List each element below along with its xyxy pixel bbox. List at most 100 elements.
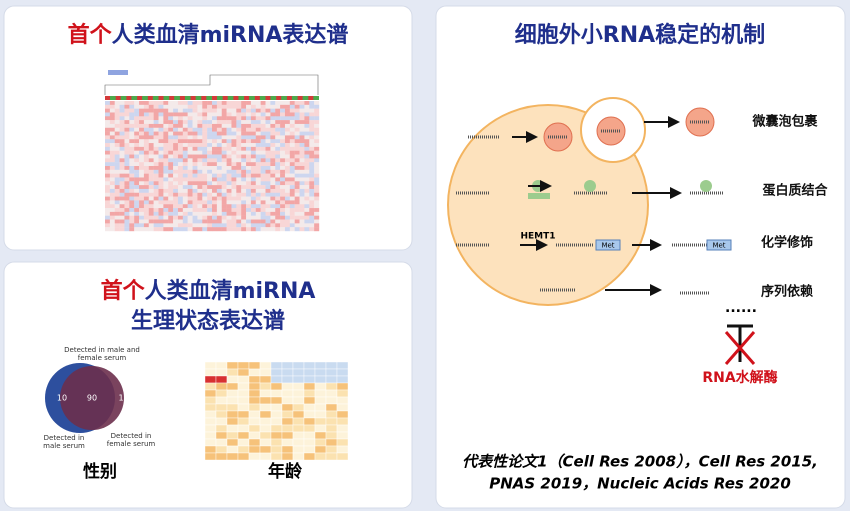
- heatmap-cell: [134, 185, 140, 190]
- heatmap-cell: [236, 185, 242, 190]
- heatmap-cell: [216, 154, 222, 159]
- heatmap-cell: [325, 452, 338, 461]
- heatmap-cell: [212, 166, 218, 171]
- heatmap-cell: [124, 223, 130, 228]
- heatmap-cell: [153, 139, 159, 144]
- heatmap-cell: [143, 135, 149, 140]
- heatmap-cell: [129, 188, 135, 193]
- heatmap-cell: [119, 177, 125, 182]
- heatmap-cell: [250, 108, 256, 113]
- heatmap-cell: [158, 227, 164, 232]
- heatmap-cell: [158, 146, 164, 151]
- heatmap: [204, 361, 349, 461]
- heatmap-cell: [325, 424, 338, 433]
- heatmap-cell: [265, 143, 271, 148]
- heatmap-cell: [289, 188, 295, 193]
- heatmap-cell: [270, 162, 276, 167]
- heatmap-cell: [202, 104, 208, 109]
- heatmap-cell: [177, 208, 184, 213]
- heatmap-cell: [129, 185, 135, 190]
- heatmap-cell: [280, 219, 286, 224]
- heatmap-cell: [280, 154, 286, 159]
- heatmap-cell: [236, 150, 242, 155]
- heatmap-cell: [207, 185, 213, 190]
- heatmap-cell: [275, 123, 281, 128]
- heatmap-cell: [241, 131, 247, 136]
- heatmap-cell: [173, 112, 179, 117]
- heatmap-cell: [292, 389, 305, 398]
- heatmap-cell: [284, 120, 291, 125]
- heatmap-cell: [304, 120, 310, 125]
- heatmap-cell: [177, 150, 184, 155]
- heatmap-cell: [114, 135, 120, 140]
- heatmap-cell: [119, 112, 125, 117]
- heatmap-cell: [226, 185, 232, 190]
- heatmap-cell: [158, 204, 164, 209]
- heatmap-cell: [207, 181, 213, 186]
- heatmap-cell: [207, 150, 213, 155]
- heatmap-cell: [325, 361, 338, 370]
- heatmap-cell: [309, 116, 315, 121]
- heatmap-cell: [241, 169, 247, 174]
- heatmap-cell: [153, 208, 159, 213]
- heatmap-cell: [226, 204, 232, 209]
- heatmap-cell: [309, 131, 315, 136]
- heatmap-cell: [143, 166, 149, 171]
- heatmap-cell: [105, 192, 111, 197]
- heatmap-cell: [284, 219, 291, 224]
- heatmap-cell: [226, 368, 239, 377]
- heatmap-cell: [236, 227, 242, 232]
- heatmap-cell: [309, 112, 315, 117]
- heatmap-cell: [270, 123, 276, 128]
- heatmap-cell: [250, 120, 256, 125]
- heatmap-cell: [109, 143, 115, 148]
- heatmap-cell: [182, 146, 188, 151]
- heatmap-cell: [207, 146, 213, 151]
- heatmap-cell: [168, 177, 174, 182]
- heatmap-cell: [246, 166, 252, 171]
- heatmap-cell: [143, 169, 149, 174]
- heatmap-cell: [325, 396, 338, 405]
- heatmap-cell: [153, 177, 159, 182]
- heatmap-cell: [182, 181, 188, 186]
- heatmap-cell: [119, 143, 125, 148]
- heatmap-cell: [173, 211, 179, 216]
- heatmap-cell: [284, 200, 291, 205]
- heatmap-cell: [236, 204, 242, 209]
- heatmap-header: [147, 96, 153, 100]
- heatmap-cell: [250, 162, 256, 167]
- heatmap-cell: [168, 108, 174, 113]
- heatmap-cell: [309, 227, 315, 232]
- heatmap-cell: [280, 211, 286, 216]
- heatmap-cell: [237, 417, 250, 426]
- heatmap-cell: [248, 417, 261, 426]
- heatmap-cell: [109, 154, 115, 159]
- heatmap-cell: [114, 131, 120, 136]
- heatmap-cell: [270, 112, 276, 117]
- dendrogram: [104, 74, 319, 95]
- heatmap-cell: [226, 223, 232, 228]
- heatmap-cell: [119, 120, 125, 125]
- heatmap-cell: [284, 127, 291, 132]
- heatmap-cell: [216, 169, 222, 174]
- heatmap-cell: [314, 177, 320, 182]
- heatmap-cell: [294, 188, 300, 193]
- heatmap-cell: [124, 108, 130, 113]
- heatmap-cell: [325, 368, 338, 377]
- heatmap-cell: [216, 227, 222, 232]
- heatmap-cell: [119, 158, 125, 163]
- heatmap-cell: [255, 146, 261, 151]
- heatmap-cell: [168, 123, 174, 128]
- heatmap-cell: [105, 123, 111, 128]
- heatmap-cell: [105, 223, 111, 228]
- heatmap-cell: [105, 185, 111, 190]
- heatmap-cell: [114, 112, 120, 117]
- heatmap-cell: [221, 181, 227, 186]
- heatmap-cell: [187, 211, 193, 216]
- heatmap-cell: [241, 120, 247, 125]
- heatmap-cell: [314, 166, 320, 171]
- heatmap-cell: [270, 211, 276, 216]
- heatmap-cell: [173, 104, 179, 109]
- heatmap-cell: [109, 108, 115, 113]
- heatmap-cell: [105, 166, 111, 171]
